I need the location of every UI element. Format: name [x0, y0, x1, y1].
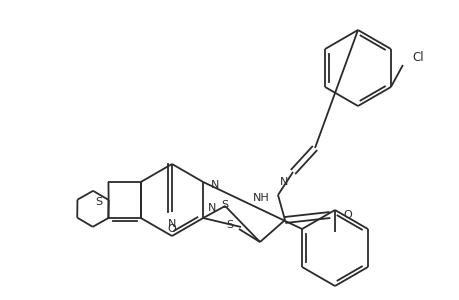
Text: S: S [221, 200, 228, 210]
Text: Cl: Cl [411, 50, 423, 64]
Text: N: N [211, 180, 219, 190]
Text: O: O [167, 224, 176, 234]
Text: N: N [168, 219, 176, 229]
Text: S: S [95, 197, 102, 207]
Text: N: N [279, 177, 287, 187]
Text: O: O [342, 210, 351, 220]
Text: S: S [225, 220, 233, 230]
Text: NH: NH [253, 193, 269, 203]
Text: N: N [208, 203, 216, 213]
